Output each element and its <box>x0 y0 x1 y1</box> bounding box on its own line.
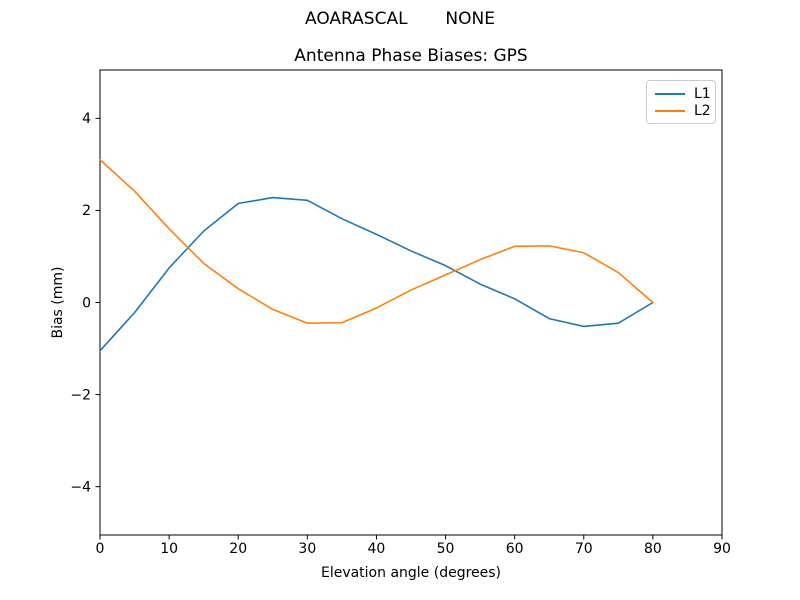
axes-spines <box>99 69 723 536</box>
legend-line-l1-swatch <box>655 92 685 95</box>
y-tick-label: 2 <box>82 203 91 219</box>
y-axis-label: Bias (mm) <box>50 266 66 338</box>
y-tick-label: −2 <box>70 387 91 403</box>
legend-label-l2: L2 <box>694 102 711 119</box>
legend-label-l1: L1 <box>694 85 711 102</box>
legend-entry-l2: L2 <box>655 104 711 118</box>
figure-suptitle: AOARASCAL NONE <box>305 9 495 29</box>
axes-title: Antenna Phase Biases: GPS <box>294 46 528 66</box>
y-tick-label: 4 <box>82 111 91 127</box>
x-tick-label: 80 <box>644 541 662 557</box>
y-tick-label: 0 <box>82 295 91 311</box>
x-axis-label: Elevation angle (degrees) <box>321 565 501 581</box>
x-tick-label: 60 <box>506 541 524 557</box>
legend-line-l2-swatch <box>655 109 685 112</box>
x-tick-label: 20 <box>229 541 247 557</box>
x-tick-label: 70 <box>575 541 593 557</box>
series-line-l2 <box>99 158 654 325</box>
legend: L1 L2 <box>646 80 716 124</box>
x-tick-label: 10 <box>160 541 178 557</box>
legend-entry-l1: L1 <box>655 87 711 101</box>
y-tick-label: −4 <box>70 479 91 495</box>
x-tick-label: 50 <box>437 541 455 557</box>
x-tick-label: 40 <box>368 541 386 557</box>
x-tick-label: 0 <box>96 541 105 557</box>
x-tick-label: 90 <box>713 541 731 557</box>
x-tick-label: 30 <box>298 541 316 557</box>
series-line-l1 <box>99 196 654 352</box>
